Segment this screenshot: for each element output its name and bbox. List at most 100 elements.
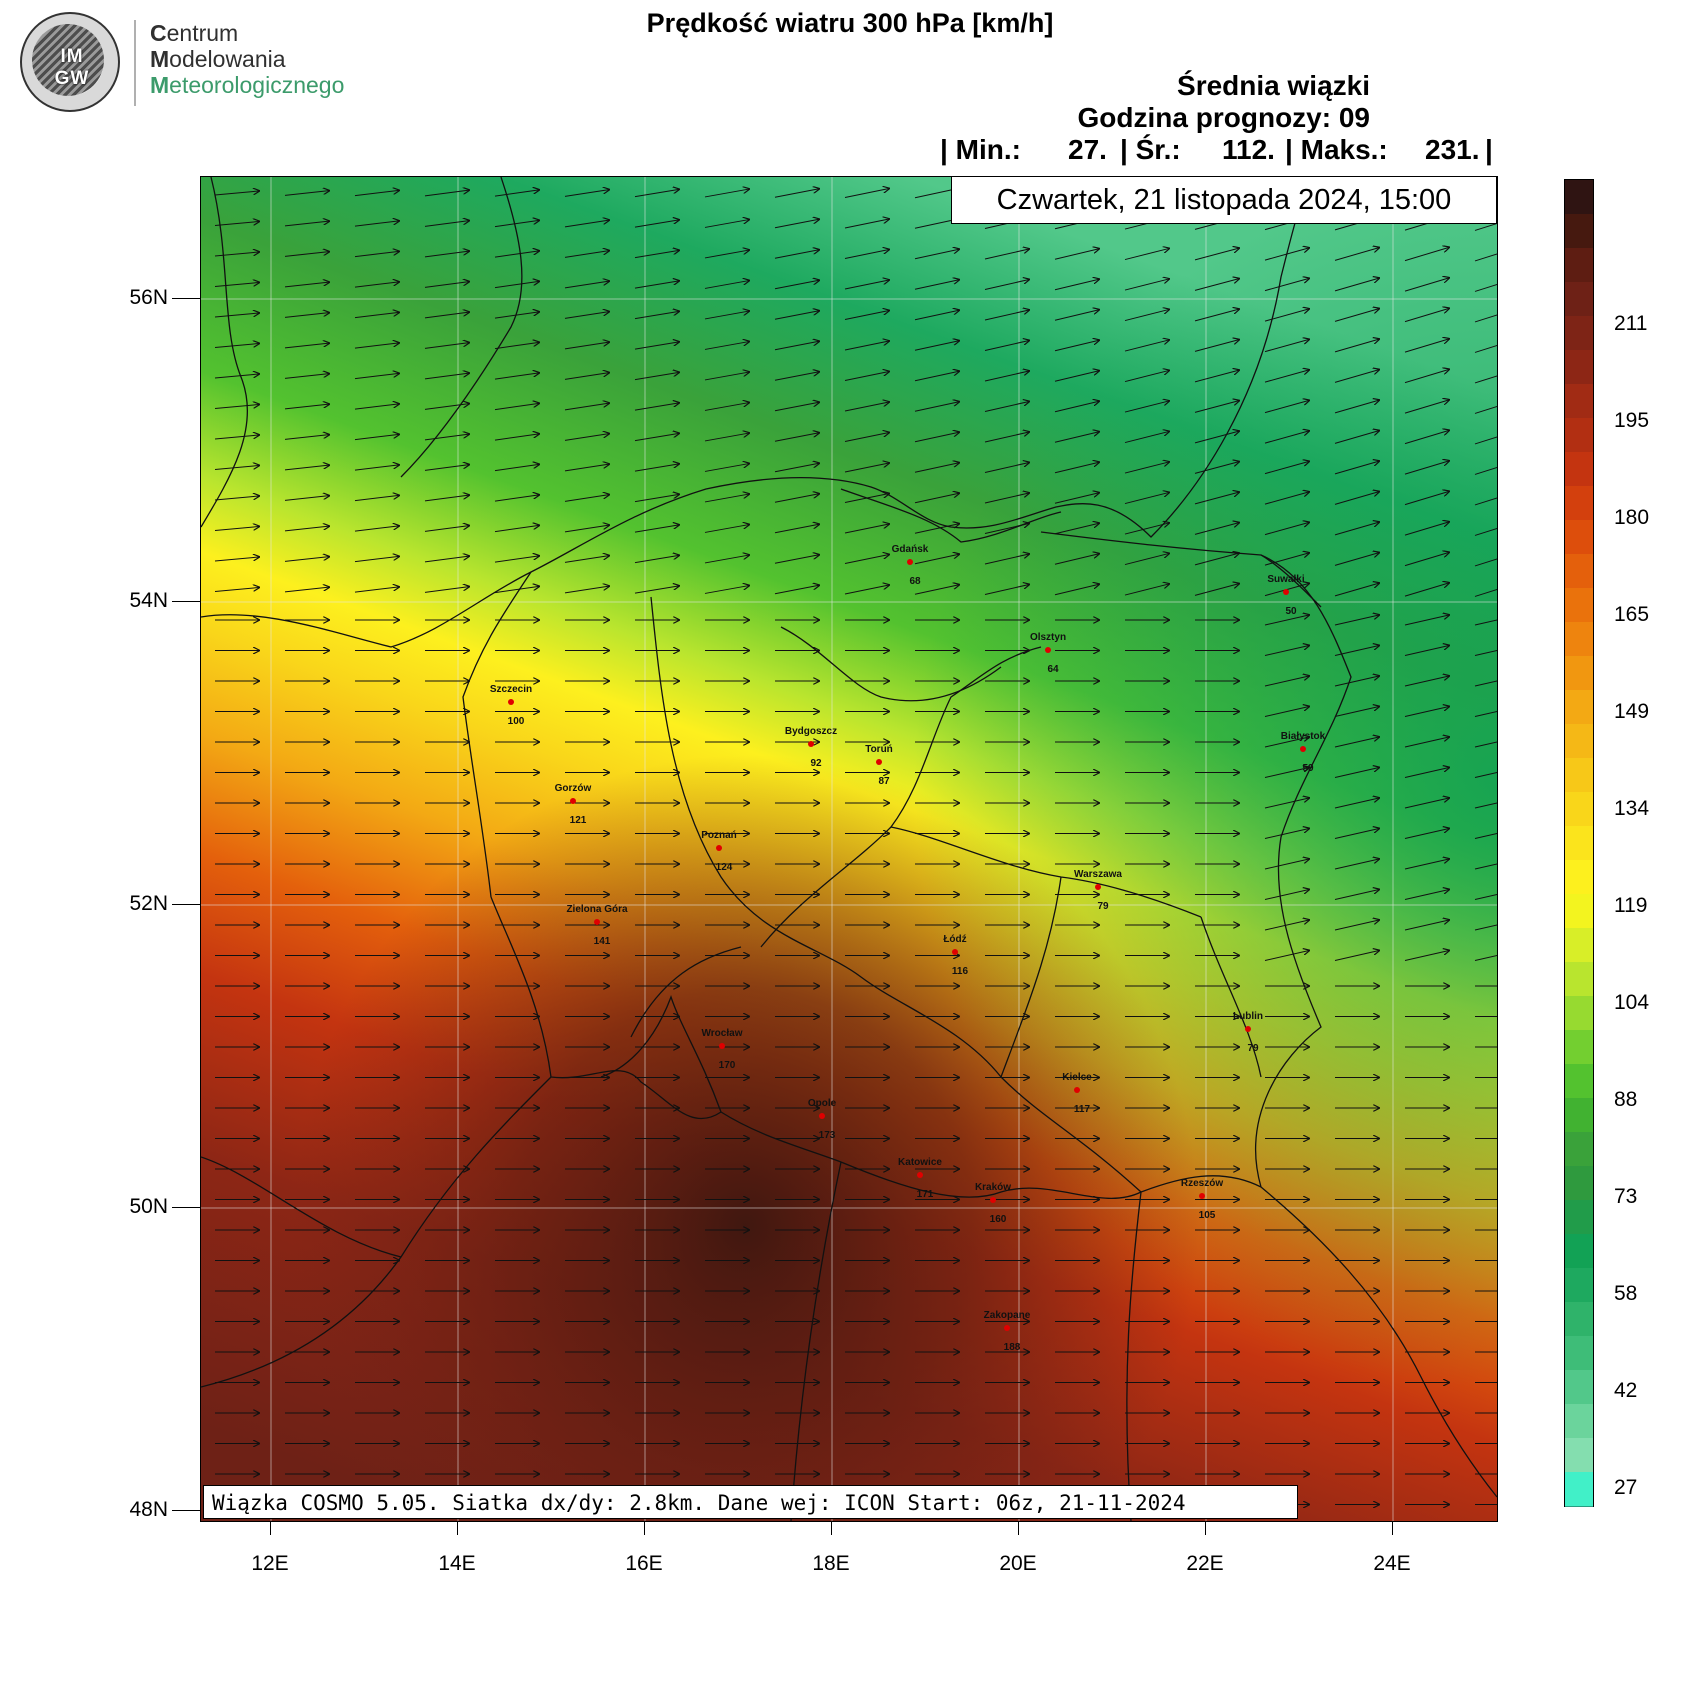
- lat-label: 54N: [129, 589, 168, 612]
- city-value: 87: [878, 776, 890, 787]
- wind-arrow: [1474, 405, 1497, 414]
- wind-arrow: [1334, 370, 1379, 383]
- wind-arrow: [354, 556, 399, 563]
- wind-arrow: [1474, 375, 1497, 384]
- city-name: Kielce: [1062, 1072, 1092, 1083]
- city-dot: [570, 798, 576, 804]
- colorbar-segment: [1565, 928, 1593, 963]
- city-dot: [1283, 589, 1289, 595]
- wind-arrow: [1194, 584, 1239, 596]
- colorbar-segment: [1565, 316, 1593, 351]
- wind-arrow: [774, 341, 819, 351]
- wind-arrow: [1264, 829, 1309, 839]
- wind-arrow: [564, 525, 609, 533]
- wind-arrow: [1404, 278, 1449, 292]
- wind-arrow: [914, 341, 959, 351]
- wind-arrow: [1054, 371, 1099, 382]
- city-dot: [719, 1043, 725, 1049]
- colorbar-segment: [1565, 588, 1593, 623]
- wind-arrow: [354, 587, 399, 593]
- wind-arrow: [1334, 553, 1379, 566]
- lon-tick: [831, 1521, 832, 1535]
- wind-arrow: [1334, 461, 1379, 475]
- wind-arrow: [844, 433, 889, 442]
- wind-arrow: [564, 312, 609, 319]
- wind-arrow: [634, 311, 679, 320]
- wind-arrow: [1474, 893, 1497, 900]
- wind-arrow: [1264, 646, 1309, 656]
- wind-arrow: [564, 495, 609, 502]
- wind-arrow: [1474, 497, 1497, 506]
- wind-arrow: [1124, 340, 1169, 352]
- city-dot: [1095, 884, 1101, 890]
- wind-arrow: [1334, 431, 1379, 444]
- forecast-hour: Godzina prognozy: 09: [1077, 102, 1370, 133]
- wind-arrow: [1054, 340, 1099, 352]
- wind-arrow: [1334, 309, 1379, 322]
- city-name: Suwałki: [1267, 574, 1304, 585]
- wind-arrow: [1264, 461, 1309, 475]
- city-marker: Toruń 87: [865, 744, 893, 787]
- wind-arrow: [1054, 523, 1099, 535]
- wind-arrow: [1054, 493, 1099, 504]
- colorbar-segment: [1565, 418, 1593, 453]
- wind-arrow: [774, 555, 819, 564]
- wind-arrow: [284, 221, 329, 227]
- wind-arrow: [1474, 222, 1497, 231]
- wind-arrow: [424, 190, 469, 197]
- wind-arrow: [1404, 646, 1449, 656]
- wind-arrow: [354, 221, 399, 227]
- wind-arrow: [1334, 737, 1379, 748]
- wind-arrow: [914, 280, 959, 290]
- wind-arrow: [424, 251, 469, 258]
- wind-arrow: [494, 586, 539, 594]
- wind-arrow: [564, 434, 609, 441]
- wind-arrow: [284, 526, 329, 532]
- colorbar-segment: [1565, 248, 1593, 283]
- lon-tick: [644, 1521, 645, 1535]
- wind-arrow: [1334, 951, 1379, 961]
- city-dot: [952, 949, 958, 955]
- colorbar-label: 58: [1614, 1282, 1638, 1305]
- city-dot: [508, 699, 514, 705]
- wind-arrow: [1334, 890, 1379, 900]
- city-marker: Poznań 124: [701, 830, 737, 873]
- wind-arrow: [1124, 309, 1169, 322]
- wind-arrow: [284, 343, 329, 349]
- colorbar-segment: [1565, 1200, 1593, 1235]
- wind-arrow: [354, 526, 399, 532]
- city-value: 121: [570, 815, 587, 826]
- wind-arrow: [844, 250, 889, 259]
- lon-tick: [1018, 1521, 1019, 1535]
- wind-arrow: [1334, 646, 1379, 656]
- wind-arrow: [284, 313, 329, 318]
- city-value: 117: [1074, 1104, 1091, 1115]
- wind-arrow: [1264, 431, 1309, 444]
- wind-arrow: [1334, 859, 1379, 870]
- wind-arrow: [984, 279, 1029, 291]
- wind-arrow: [284, 435, 329, 440]
- colorbar: [1564, 179, 1594, 1507]
- colorbar-segment: [1565, 622, 1593, 657]
- wind-arrow: [1124, 401, 1169, 413]
- wind-arrow: [214, 526, 259, 532]
- wind-arrow: [1194, 309, 1239, 322]
- wind-arrow: [564, 586, 609, 594]
- wind-arrow: [1264, 768, 1309, 778]
- wind-arrow: [984, 493, 1029, 504]
- wind-arrow: [774, 524, 819, 534]
- wind-arrow: [424, 221, 469, 227]
- wind-arrow: [284, 496, 329, 501]
- wind-arrow: [844, 341, 889, 351]
- wind-arrow: [564, 464, 609, 472]
- wind-arrow: [704, 311, 749, 320]
- wind-arrow: [1334, 615, 1379, 626]
- city-value: 141: [594, 936, 611, 947]
- wind-arrow: [634, 464, 679, 472]
- wind-arrow: [704, 555, 749, 564]
- city-dot: [907, 559, 913, 565]
- colorbar-segment: [1565, 384, 1593, 419]
- wind-arrow: [354, 282, 399, 288]
- colorbar-segment: [1565, 1030, 1593, 1065]
- wind-arrow: [284, 587, 329, 593]
